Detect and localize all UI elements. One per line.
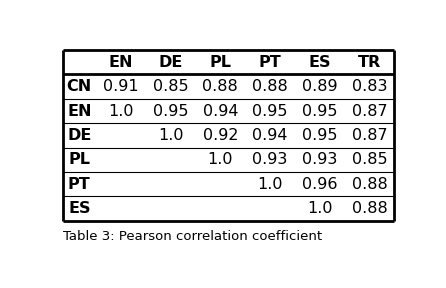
Text: ES: ES <box>309 55 331 70</box>
Text: 0.83: 0.83 <box>352 79 387 94</box>
Text: TR: TR <box>358 55 381 70</box>
Text: 1.0: 1.0 <box>108 104 133 119</box>
Text: EN: EN <box>108 55 133 70</box>
Text: EN: EN <box>67 104 91 119</box>
Text: 1.0: 1.0 <box>307 201 333 216</box>
Text: PT: PT <box>259 55 281 70</box>
Text: PL: PL <box>209 55 231 70</box>
Text: 0.94: 0.94 <box>202 104 238 119</box>
Text: 0.85: 0.85 <box>352 152 388 167</box>
Text: 0.89: 0.89 <box>302 79 338 94</box>
Text: 0.88: 0.88 <box>202 79 238 94</box>
Text: 0.88: 0.88 <box>352 201 388 216</box>
Text: 0.95: 0.95 <box>302 104 338 119</box>
Text: CN: CN <box>66 79 92 94</box>
Text: 1.0: 1.0 <box>257 177 283 192</box>
Text: DE: DE <box>158 55 183 70</box>
Text: 0.87: 0.87 <box>352 104 388 119</box>
Text: 0.88: 0.88 <box>352 177 388 192</box>
Text: 0.95: 0.95 <box>252 104 288 119</box>
Text: 0.95: 0.95 <box>302 128 338 143</box>
Text: Table 3: Pearson correlation coefficient: Table 3: Pearson correlation coefficient <box>62 230 322 243</box>
Text: 0.93: 0.93 <box>302 152 338 167</box>
Text: PT: PT <box>68 177 91 192</box>
Text: 0.96: 0.96 <box>302 177 338 192</box>
Text: 0.92: 0.92 <box>202 128 238 143</box>
Text: 1.0: 1.0 <box>207 152 233 167</box>
Text: 0.85: 0.85 <box>153 79 188 94</box>
Text: 0.95: 0.95 <box>153 104 188 119</box>
Text: 0.91: 0.91 <box>103 79 139 94</box>
Text: 0.93: 0.93 <box>252 152 288 167</box>
Text: DE: DE <box>67 128 91 143</box>
Text: 0.94: 0.94 <box>252 128 288 143</box>
Text: 0.87: 0.87 <box>352 128 388 143</box>
Text: ES: ES <box>68 201 91 216</box>
Text: 1.0: 1.0 <box>158 128 183 143</box>
Text: PL: PL <box>68 152 90 167</box>
Text: 0.88: 0.88 <box>252 79 288 94</box>
